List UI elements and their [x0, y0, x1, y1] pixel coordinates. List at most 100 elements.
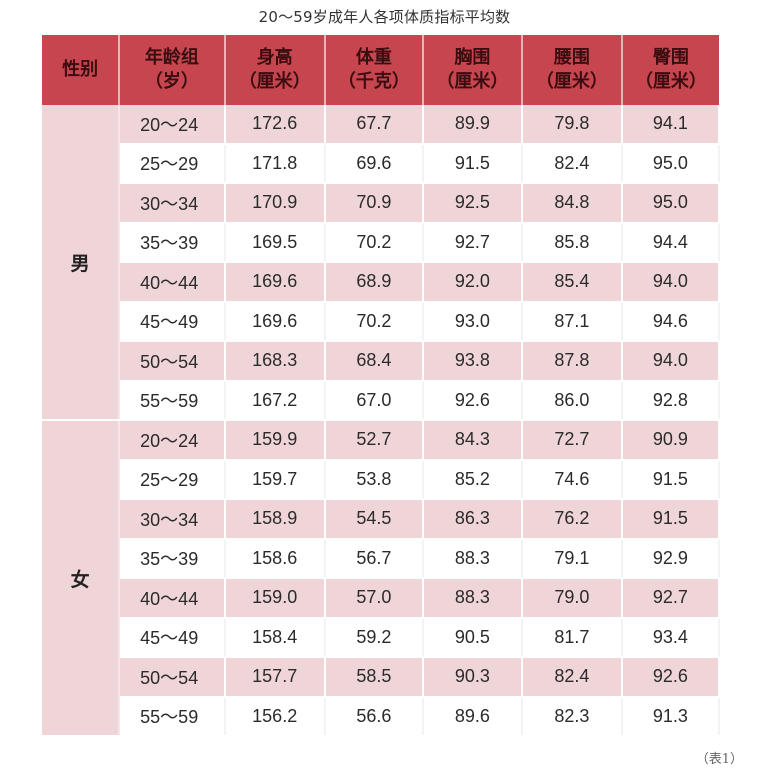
gender-female-cell: 女 — [42, 420, 121, 737]
hip-cell: 95.0 — [621, 143, 721, 184]
table-row: 30～34 158.9 54.5 86.3 76.2 91.5 — [42, 499, 721, 540]
weight-cell: 59.2 — [324, 617, 424, 658]
table-row: 25～29 171.8 69.6 91.5 82.4 95.0 — [42, 143, 721, 184]
waist-cell: 82.4 — [521, 143, 623, 184]
age-cell: 50～54 — [119, 341, 226, 382]
table-row: 55～59 167.2 67.0 92.6 86.0 92.8 — [42, 380, 721, 421]
table-row: 40～44 169.6 68.9 92.0 85.4 94.0 — [42, 262, 721, 303]
table-caption: （表1） — [695, 752, 743, 767]
height-cell: 170.9 — [224, 183, 326, 224]
weight-cell: 67.7 — [324, 105, 424, 145]
waist-cell: 76.2 — [521, 499, 623, 540]
chest-cell: 93.8 — [422, 341, 523, 382]
height-cell: 167.2 — [224, 380, 326, 421]
hip-cell: 95.0 — [621, 183, 721, 224]
chest-cell: 85.2 — [422, 459, 523, 500]
height-cell: 158.6 — [224, 538, 326, 579]
height-cell: 169.5 — [224, 222, 326, 263]
hip-cell: 91.5 — [621, 459, 721, 500]
table-body: 男 20～24 172.6 67.7 89.9 79.8 94.1 25～29 171.8 69.… — [42, 105, 721, 737]
chest-cell: 89.6 — [422, 696, 523, 737]
waist-cell: 84.8 — [521, 183, 623, 224]
table-row: 45～49 169.6 70.2 93.0 87.1 94.6 — [42, 301, 721, 342]
age-cell: 50～54 — [119, 657, 226, 698]
height-cell: 169.6 — [224, 262, 326, 303]
weight-cell: 69.6 — [324, 143, 424, 184]
chest-cell: 88.3 — [422, 538, 523, 579]
table-title: 20～59岁成年人各项体质指标平均数 — [258, 8, 511, 26]
height-cell: 157.7 — [224, 657, 326, 698]
hip-cell: 91.3 — [621, 696, 721, 737]
table-row: 30～34 170.9 70.9 92.5 84.8 95.0 — [42, 183, 721, 224]
height-cell: 168.3 — [224, 341, 326, 382]
chest-cell: 92.0 — [422, 262, 523, 303]
hip-cell: 94.0 — [621, 341, 721, 382]
chest-cell: 91.5 — [422, 143, 523, 184]
age-cell: 25～29 — [119, 143, 226, 184]
age-cell: 45～49 — [119, 301, 226, 342]
chest-cell: 92.6 — [422, 380, 523, 421]
age-cell: 30～34 — [119, 499, 226, 540]
height-cell: 159.7 — [224, 459, 326, 500]
hip-cell: 94.1 — [621, 105, 721, 145]
age-cell: 20～24 — [119, 420, 226, 461]
header-weight: 体重 （千克） — [324, 35, 424, 105]
waist-cell: 87.8 — [521, 341, 623, 382]
height-cell: 159.0 — [224, 578, 326, 619]
waist-cell: 79.1 — [521, 538, 623, 579]
table-row: 50～54 157.7 58.5 90.3 82.4 92.6 — [42, 657, 721, 698]
header-hip: 臀围 （厘米） — [621, 35, 719, 105]
header-gender: 性别 — [42, 35, 121, 105]
header-waist: 腰围 （厘米） — [521, 35, 623, 105]
hip-cell: 93.4 — [621, 617, 721, 658]
hip-cell: 92.9 — [621, 538, 721, 579]
weight-cell: 54.5 — [324, 499, 424, 540]
waist-cell: 87.1 — [521, 301, 623, 342]
weight-cell: 56.7 — [324, 538, 424, 579]
weight-cell: 67.0 — [324, 380, 424, 421]
table-row: 55～59 156.2 56.6 89.6 82.3 91.3 — [42, 696, 721, 737]
weight-cell: 70.2 — [324, 222, 424, 263]
weight-cell: 52.7 — [324, 420, 424, 461]
header-height: 身高 （厘米） — [224, 35, 326, 105]
table-row: 35～39 169.5 70.2 92.7 85.8 94.4 — [42, 222, 721, 263]
waist-cell: 82.4 — [521, 657, 623, 698]
weight-cell: 68.4 — [324, 341, 424, 382]
age-cell: 40～44 — [119, 578, 226, 619]
chest-cell: 88.3 — [422, 578, 523, 619]
weight-cell: 68.9 — [324, 262, 424, 303]
age-cell: 20～24 — [119, 105, 226, 145]
height-cell: 156.2 — [224, 696, 326, 737]
header-age-group: 年龄组 （岁） — [119, 35, 226, 105]
height-cell: 171.8 — [224, 143, 326, 184]
chest-cell: 92.7 — [422, 222, 523, 263]
chest-cell: 90.3 — [422, 657, 523, 698]
waist-cell: 86.0 — [521, 380, 623, 421]
age-cell: 30～34 — [119, 183, 226, 224]
weight-cell: 57.0 — [324, 578, 424, 619]
chest-cell: 92.5 — [422, 183, 523, 224]
waist-cell: 82.3 — [521, 696, 623, 737]
table-row: 女 20～24 159.9 52.7 84.3 72.7 90.9 — [42, 420, 721, 737]
hip-cell: 94.4 — [621, 222, 721, 263]
header-chest: 胸围 （厘米） — [422, 35, 523, 105]
gender-male-cell: 男 — [42, 105, 121, 421]
waist-cell: 79.8 — [521, 105, 623, 145]
table-row: 男 20～24 172.6 67.7 89.9 79.8 94.1 — [42, 105, 721, 421]
table-header-row: 性别 年龄组 （岁） 身高 （厘米） 体重 （千克） 胸围 （厘米） 腰围 （厘米） 臀围… — [42, 35, 719, 105]
weight-cell: 70.9 — [324, 183, 424, 224]
height-cell: 158.4 — [224, 617, 326, 658]
table-row: 40～44 159.0 57.0 88.3 79.0 92.7 — [42, 578, 721, 619]
table-row: 45～49 158.4 59.2 90.5 81.7 93.4 — [42, 617, 721, 658]
table-row: 25～29 159.7 53.8 85.2 74.6 91.5 — [42, 459, 721, 500]
weight-cell: 53.8 — [324, 459, 424, 500]
hip-cell: 92.8 — [621, 380, 721, 421]
waist-cell: 81.7 — [521, 617, 623, 658]
waist-cell: 85.4 — [521, 262, 623, 303]
age-cell: 55～59 — [119, 380, 226, 421]
age-cell: 55～59 — [119, 696, 226, 737]
chest-cell: 93.0 — [422, 301, 523, 342]
weight-cell: 70.2 — [324, 301, 424, 342]
chest-cell: 89.9 — [422, 105, 523, 145]
body-metrics-table: 性别 年龄组 （岁） 身高 （厘米） 体重 （千克） 胸围 （厘米） 腰围 （厘米） 臀围… — [42, 35, 721, 737]
